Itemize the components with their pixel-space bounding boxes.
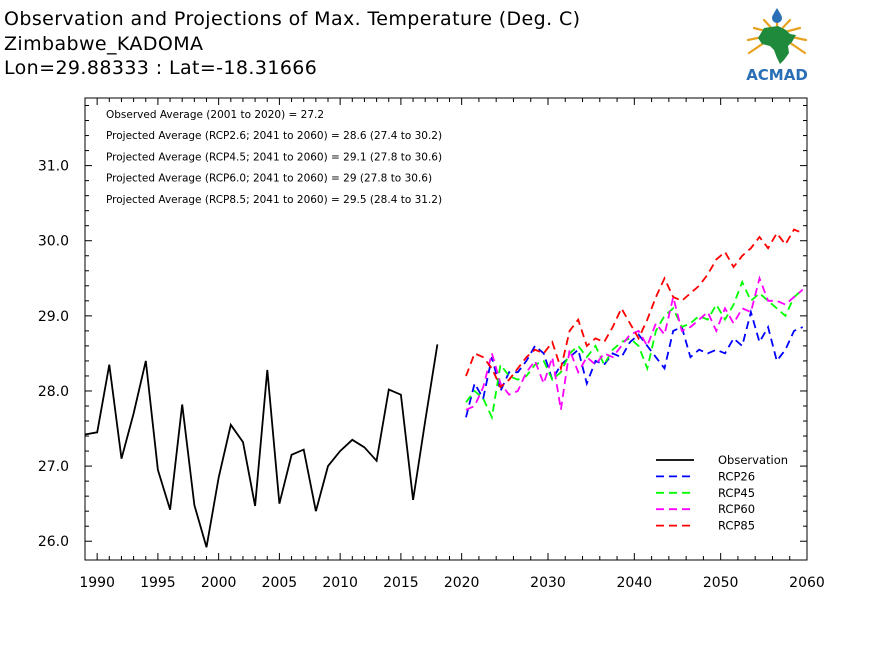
legend-label: RCP60 — [718, 502, 755, 516]
series-line-rcp60 — [465, 275, 804, 411]
annotation-text: Projected Average (RCP2.6; 2041 to 2060)… — [106, 130, 442, 142]
x-tick-label: 2020 — [444, 575, 480, 591]
y-tick-label: 31.0 — [38, 159, 69, 175]
x-tick-label: 2015 — [383, 575, 419, 591]
africa-map-icon — [758, 26, 796, 64]
y-tick-label: 29.0 — [38, 309, 69, 325]
station-name: Zimbabwe_KADOMA — [4, 33, 204, 55]
x-tick-label: 2000 — [201, 575, 237, 591]
x-tick-label: 2050 — [703, 575, 739, 591]
series-line-rcp26 — [465, 308, 804, 418]
station-coordinates: Lon=29.88333 : Lat=-18.31666 — [4, 57, 318, 79]
legend-label: RCP26 — [718, 469, 755, 483]
logo-text: ACMAD — [746, 66, 808, 84]
x-tick-label: 2005 — [262, 575, 298, 591]
annotation-text: Projected Average (RCP4.5; 2041 to 2060)… — [106, 151, 442, 163]
acmad-logo: ACMAD — [746, 8, 808, 84]
water-drop-icon — [772, 8, 782, 23]
x-tick-label: 2040 — [617, 575, 653, 591]
x-tick-label: 2060 — [789, 575, 825, 591]
annotation-text: Projected Average (RCP6.0; 2041 to 2060)… — [106, 173, 432, 185]
series-line-rcp45 — [465, 279, 804, 421]
x-tick-label: 1990 — [79, 575, 115, 591]
y-tick-label: 28.0 — [38, 384, 69, 400]
y-tick-label: 26.0 — [38, 534, 69, 550]
x-tick-label: 1995 — [140, 575, 176, 591]
x-tick-label: 2030 — [530, 575, 566, 591]
y-tick-label: 27.0 — [38, 459, 69, 475]
legend-label: Observation — [718, 453, 788, 467]
plot-area: 26.0 27.0 28.0 29.0 30.0 31.0 1990 1995 2000 2005… — [38, 97, 825, 591]
legend-label: RCP85 — [718, 519, 755, 533]
chart-title: Observation and Projections of Max. Temp… — [4, 8, 581, 30]
legend-label: RCP45 — [718, 486, 755, 500]
annotation-text: Observed Average (2001 to 2020) = 27.2 — [106, 109, 324, 121]
x-tick-label: 2010 — [322, 575, 358, 591]
y-tick-label: 30.0 — [38, 234, 69, 250]
observation-line — [84, 344, 439, 548]
plot-frame — [84, 97, 808, 561]
annotation-text: Projected Average (RCP8.5; 2041 to 2060)… — [106, 194, 442, 206]
